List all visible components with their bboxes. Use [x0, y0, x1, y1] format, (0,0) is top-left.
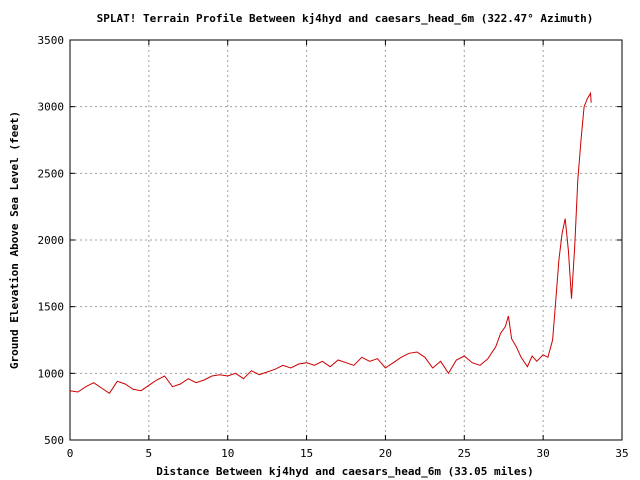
y-tick-label: 500	[44, 434, 64, 447]
x-tick-label: 5	[146, 447, 153, 460]
terrain-profile-line	[69, 91, 592, 394]
y-tick-label: 2500	[38, 167, 65, 180]
x-tick-label: 25	[458, 447, 471, 460]
chart-title: SPLAT! Terrain Profile Between kj4hyd an…	[97, 12, 594, 25]
y-tick-label: 1500	[38, 301, 65, 314]
y-tick-label: 3000	[38, 101, 65, 114]
x-tick-label: 15	[300, 447, 313, 460]
x-axis-label: Distance Between kj4hyd and caesars_head…	[156, 465, 534, 478]
grid-lines	[70, 40, 622, 440]
x-tick-label: 20	[379, 447, 392, 460]
y-tick-label: 3500	[38, 34, 65, 47]
axis-ticks: 0 5 10 15 20 25 30 35 500 1000 1500 2000 2500 3000 350…	[38, 34, 629, 460]
x-tick-label: 30	[537, 447, 550, 460]
x-tick-label: 35	[615, 447, 628, 460]
x-tick-label: 0	[67, 447, 74, 460]
y-tick-label: 1000	[38, 367, 65, 380]
y-axis-label: Ground Elevation Above Sea Level (feet)	[8, 111, 21, 369]
x-tick-label: 10	[221, 447, 234, 460]
y-tick-label: 2000	[38, 234, 65, 247]
